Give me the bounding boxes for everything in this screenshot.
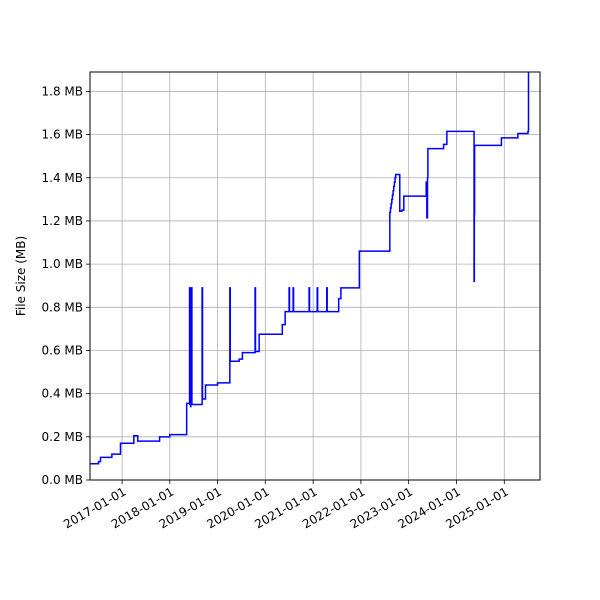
y-tick-label: 0.4 MB	[42, 387, 83, 401]
series-layer	[90, 72, 530, 465]
y-tick-label: 0.0 MB	[42, 473, 83, 487]
y-tick-label: 0.6 MB	[42, 343, 83, 357]
y-tick-label: 1.6 MB	[42, 128, 83, 142]
y-tick-label: 1.8 MB	[42, 84, 83, 98]
series-line-0	[90, 72, 530, 465]
plot-frame	[89, 71, 541, 481]
y-axis-label: File Size (MB)	[14, 236, 28, 316]
y-tick-label: 1.4 MB	[42, 171, 83, 185]
y-tick-label: 1.2 MB	[42, 214, 83, 228]
y-axis-ticks: 0.0 MB 0.2 MB 0.4 MB 0.6 MB 0.8 MB 1.0 MB 1.2 …	[42, 84, 90, 487]
y-tick-label: 0.2 MB	[42, 430, 83, 444]
y-tick-label: 1.0 MB	[42, 257, 83, 271]
y-tick-label: 0.8 MB	[42, 300, 83, 314]
